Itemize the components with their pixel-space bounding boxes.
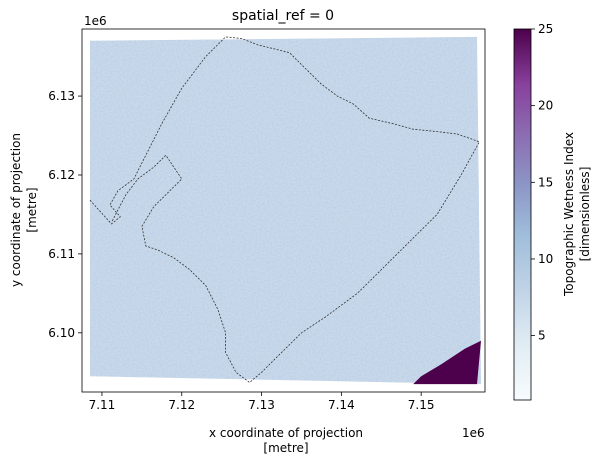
x-tick-label: 7.13 [248, 398, 275, 412]
y-axis-ticks: 6.10 6.11 6.12 6.13 [48, 89, 82, 340]
colorbar-tick-label: 15 [538, 175, 553, 189]
x-tick-label: 7.11 [89, 398, 116, 412]
raster-texture [90, 36, 481, 385]
y-axis-unit: [metre] [25, 187, 39, 232]
y-tick-label: 6.13 [48, 89, 75, 103]
x-tick-label: 7.15 [408, 398, 435, 412]
chart-title: spatial_ref = 0 [232, 8, 334, 24]
x-axis-ticks: 7.11 7.12 7.13 7.14 7.15 [89, 392, 435, 412]
colorbar-tick-label: 10 [538, 252, 553, 266]
x-axis-label: x coordinate of projection [209, 426, 363, 440]
colorbar-ticks: 5 10 15 20 25 [531, 22, 553, 343]
y-tick-label: 6.11 [48, 247, 75, 261]
colorbar-tick-label: 25 [538, 22, 553, 36]
plot-area [89, 36, 481, 385]
x-tick-label: 7.12 [168, 398, 195, 412]
x-tick-label: 7.14 [328, 398, 355, 412]
colorbar-tick-label: 20 [538, 99, 553, 113]
colorbar [513, 28, 532, 401]
colorbar-tick-label: 5 [538, 329, 546, 343]
y-tick-label: 6.12 [48, 168, 75, 182]
y-offset-label: 1e6 [84, 14, 107, 28]
y-axis-label: y coordinate of projection [9, 133, 23, 287]
colorbar-label: Topographic Wetness Index [562, 132, 576, 297]
x-offset-label: 1e6 [462, 426, 485, 440]
colorbar-unit: [dimensionless] [578, 167, 592, 262]
x-axis-unit: [metre] [263, 441, 308, 455]
y-tick-label: 6.10 [48, 326, 75, 340]
plot-frame [81, 28, 486, 393]
study-area-boundary [89, 36, 480, 384]
high-twi-region [413, 340, 481, 385]
